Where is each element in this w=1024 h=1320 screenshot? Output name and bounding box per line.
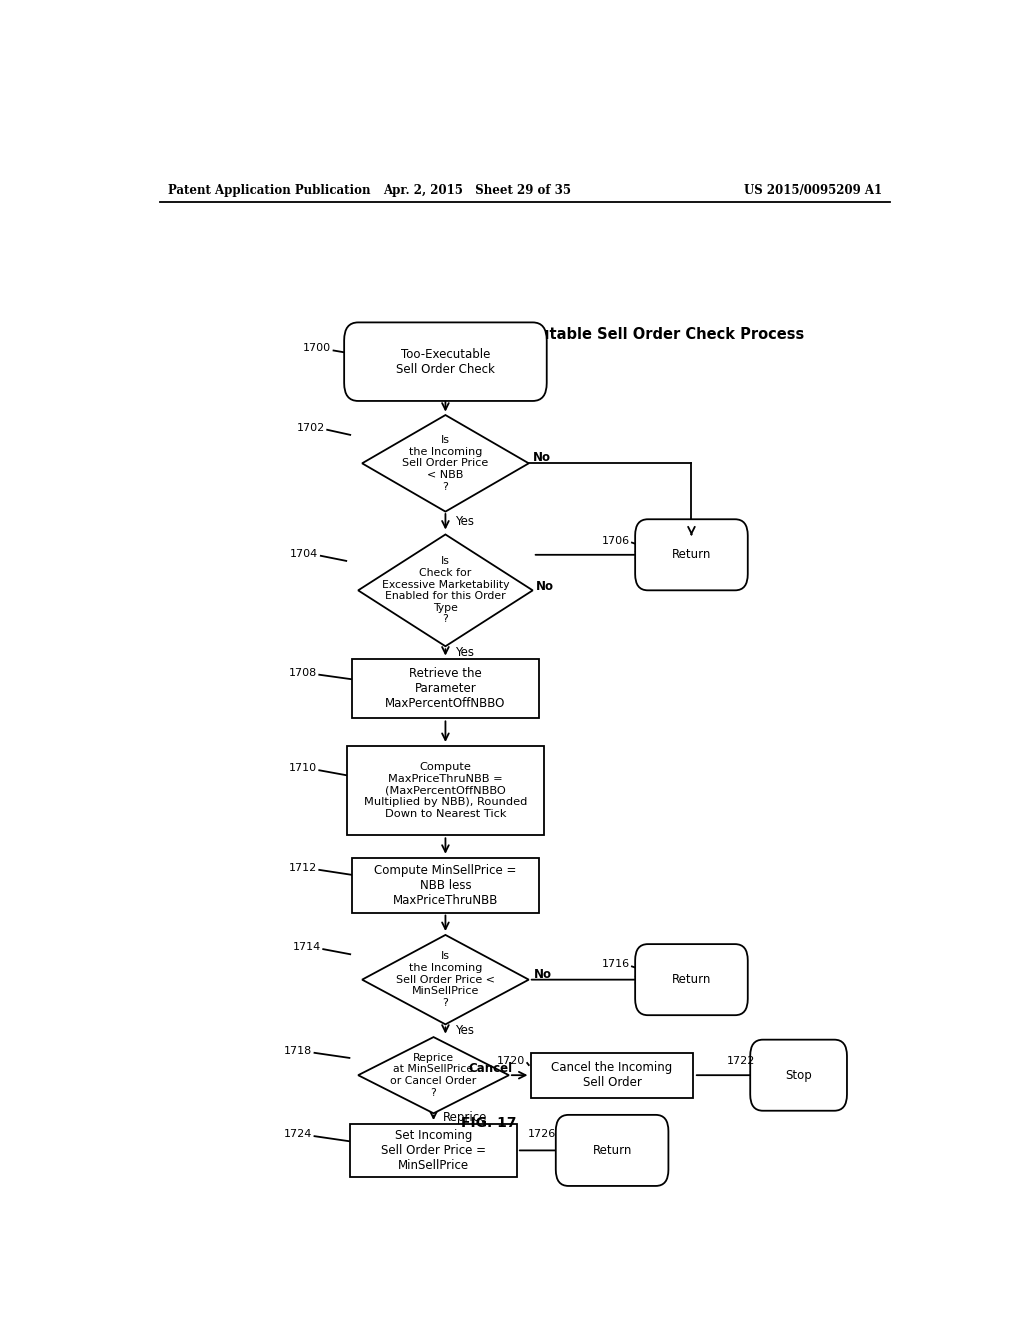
Text: Is
Check for
Excessive Marketability
Enabled for this Order
Type
?: Is Check for Excessive Marketability Ena… xyxy=(382,556,509,624)
FancyBboxPatch shape xyxy=(352,660,539,718)
Polygon shape xyxy=(362,935,528,1024)
Text: Patent Application Publication: Patent Application Publication xyxy=(168,185,371,198)
Text: Return: Return xyxy=(672,973,711,986)
FancyBboxPatch shape xyxy=(751,1040,847,1110)
FancyBboxPatch shape xyxy=(530,1053,693,1097)
Text: Cancel: Cancel xyxy=(468,1061,512,1074)
Text: No: No xyxy=(535,968,552,981)
FancyBboxPatch shape xyxy=(347,746,544,836)
Polygon shape xyxy=(358,535,532,647)
Text: Reprice
at MinSellPrice
or Cancel Order
?: Reprice at MinSellPrice or Cancel Order … xyxy=(390,1053,476,1098)
Text: 1710: 1710 xyxy=(289,763,316,774)
Text: Is
the Incoming
Sell Order Price <
MinSellPrice
?: Is the Incoming Sell Order Price < MinSe… xyxy=(396,952,495,1008)
Text: Yes: Yes xyxy=(455,645,474,659)
Text: 1708: 1708 xyxy=(289,668,316,677)
Text: 1722: 1722 xyxy=(727,1056,755,1067)
Text: Return: Return xyxy=(672,548,711,561)
Text: Compute
MaxPriceThruNBB =
(MaxPercentOffNBBO
Multiplied by NBB), Rounded
Down to: Compute MaxPriceThruNBB = (MaxPercentOff… xyxy=(364,763,527,818)
Text: 1716: 1716 xyxy=(601,960,630,969)
FancyBboxPatch shape xyxy=(350,1125,517,1177)
Text: Yes: Yes xyxy=(455,515,474,528)
Text: Compute MinSellPrice =
NBB less
MaxPriceThruNBB: Compute MinSellPrice = NBB less MaxPrice… xyxy=(374,863,517,907)
FancyBboxPatch shape xyxy=(344,322,547,401)
Text: 1726: 1726 xyxy=(528,1129,557,1139)
Text: Apr. 2, 2015   Sheet 29 of 35: Apr. 2, 2015 Sheet 29 of 35 xyxy=(383,185,571,198)
Text: 1724: 1724 xyxy=(284,1129,312,1139)
Text: 1704: 1704 xyxy=(290,549,318,558)
Text: Too-Executable Sell Order Check Process: Too-Executable Sell Order Check Process xyxy=(467,327,805,342)
Text: Is
the Incoming
Sell Order Price
< NBB
?: Is the Incoming Sell Order Price < NBB ? xyxy=(402,436,488,491)
Text: 1706: 1706 xyxy=(601,536,630,545)
Text: 1718: 1718 xyxy=(284,1045,312,1056)
Text: 1700: 1700 xyxy=(303,343,331,354)
Text: Cancel the Incoming
Sell Order: Cancel the Incoming Sell Order xyxy=(552,1061,673,1089)
Text: Retrieve the
Parameter
MaxPercentOffNBBO: Retrieve the Parameter MaxPercentOffNBBO xyxy=(385,668,506,710)
FancyBboxPatch shape xyxy=(352,858,539,912)
Text: Return: Return xyxy=(593,1144,632,1156)
Text: Set Incoming
Sell Order Price =
MinSellPrice: Set Incoming Sell Order Price = MinSellP… xyxy=(381,1129,486,1172)
Text: Reprice: Reprice xyxy=(443,1111,487,1125)
Text: 1714: 1714 xyxy=(293,942,321,952)
Text: 1702: 1702 xyxy=(297,422,325,433)
FancyBboxPatch shape xyxy=(635,519,748,590)
Text: Yes: Yes xyxy=(455,1024,474,1038)
Text: No: No xyxy=(532,450,551,463)
Text: FIG. 17: FIG. 17 xyxy=(462,1115,517,1130)
Text: US 2015/0095209 A1: US 2015/0095209 A1 xyxy=(743,185,882,198)
Text: Too-Executable
Sell Order Check: Too-Executable Sell Order Check xyxy=(396,347,495,376)
Text: Stop: Stop xyxy=(785,1069,812,1081)
Polygon shape xyxy=(358,1038,509,1113)
Polygon shape xyxy=(362,414,528,512)
Text: No: No xyxy=(536,579,554,593)
Text: 1712: 1712 xyxy=(289,863,316,873)
Text: 1720: 1720 xyxy=(497,1056,524,1067)
FancyBboxPatch shape xyxy=(635,944,748,1015)
FancyBboxPatch shape xyxy=(556,1115,669,1185)
